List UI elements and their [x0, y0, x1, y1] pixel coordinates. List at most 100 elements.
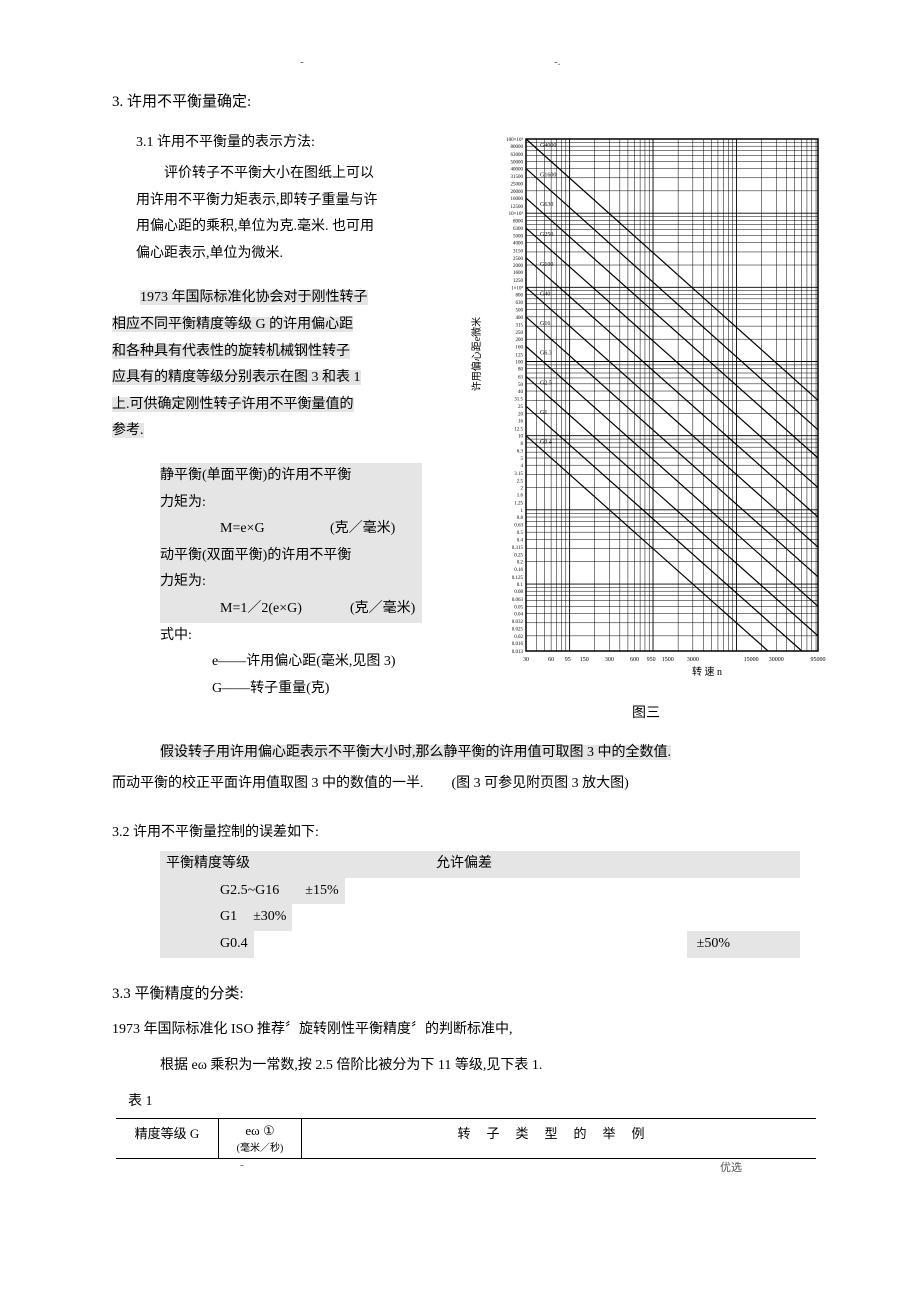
- where-label: 式中:: [160, 623, 422, 650]
- svg-text:0.032: 0.032: [512, 620, 524, 625]
- svg-text:100×10³: 100×10³: [506, 137, 523, 143]
- svg-text:1: 1: [521, 509, 524, 514]
- svg-text:50000: 50000: [511, 160, 524, 165]
- svg-text:80000: 80000: [511, 145, 524, 150]
- svg-text:25: 25: [518, 405, 524, 410]
- svg-text:16000: 16000: [511, 197, 524, 202]
- svg-text:0.16: 0.16: [514, 568, 523, 573]
- svg-text:0.25: 0.25: [514, 554, 523, 559]
- svg-text:6300: 6300: [513, 227, 524, 232]
- svg-text:3.15: 3.15: [514, 472, 523, 477]
- svg-text:8000: 8000: [513, 219, 524, 224]
- where-g: G——转子重量(克): [212, 676, 422, 703]
- svg-text:1.25: 1.25: [514, 502, 523, 507]
- para-3-3-a: 1973 年国际标准化 ISO 推荐〞旋转刚性平衡精度〞的判断标准中,: [112, 1017, 860, 1044]
- svg-text:800: 800: [516, 294, 524, 299]
- tolerance-row-3: G0.4 ±50%: [160, 931, 800, 958]
- svg-text:95000: 95000: [811, 657, 826, 663]
- svg-text:1.6: 1.6: [517, 494, 524, 499]
- svg-text:0.1: 0.1: [517, 583, 524, 588]
- tolerance-row-1: G2.5~G16 ±15%: [160, 878, 800, 905]
- svg-text:1500: 1500: [662, 657, 674, 663]
- svg-text:315: 315: [516, 324, 524, 329]
- para-3-1-a: 评价转子不平衡大小在图纸上可以 用许用不平衡力矩表示,即转子重量与许 用偏心距的…: [136, 161, 422, 267]
- svg-text:0.8: 0.8: [517, 516, 524, 521]
- svg-text:0.025: 0.025: [512, 628, 524, 633]
- svg-text:0.02: 0.02: [514, 635, 523, 640]
- where-e: e——许用偏心距(毫米,见图 3): [212, 649, 422, 676]
- table-1-header-row: 精度等级 G eω ① (毫米／秒) 转子类型的举例: [116, 1118, 816, 1158]
- svg-text:200: 200: [516, 338, 524, 343]
- svg-text:40000: 40000: [511, 168, 524, 173]
- svg-text:60: 60: [548, 657, 554, 663]
- svg-text:G1: G1: [540, 410, 547, 416]
- footer-mark-2: 优选: [720, 1159, 742, 1175]
- svg-text:63: 63: [518, 375, 524, 380]
- svg-text:许用偏心距e微米: 许用偏心距e微米: [470, 317, 483, 391]
- svg-text:30000: 30000: [769, 657, 784, 663]
- svg-text:4000: 4000: [513, 242, 524, 247]
- svg-text:150: 150: [580, 657, 589, 663]
- table-1-label: 表 1: [128, 1090, 860, 1110]
- section-3-1-title: 3.1 许用不平衡量的表示方法:: [136, 131, 422, 151]
- svg-text:100: 100: [516, 361, 524, 366]
- mark-2: -.: [554, 56, 560, 68]
- svg-text:950: 950: [647, 657, 656, 663]
- tolerance-row-2: G1 ±30%: [160, 904, 800, 931]
- svg-text:500: 500: [516, 309, 524, 314]
- svg-text:0.013: 0.013: [512, 650, 524, 655]
- svg-text:0.2: 0.2: [517, 561, 524, 566]
- table-1-col-a: 精度等级 G: [116, 1118, 219, 1158]
- svg-text:3000: 3000: [687, 657, 699, 663]
- table-1-col-b: eω ① (毫米／秒): [219, 1118, 302, 1158]
- svg-text:G4000: G4000: [540, 143, 556, 149]
- figure-3-caption: 图三: [432, 702, 860, 722]
- svg-text:125: 125: [516, 353, 524, 358]
- svg-text:5000: 5000: [513, 234, 524, 239]
- formula-2: M=1／2(e×G) (克／毫米): [160, 596, 422, 623]
- svg-text:0.04: 0.04: [514, 613, 523, 618]
- svg-text:15000: 15000: [744, 657, 759, 663]
- svg-text:1250: 1250: [513, 279, 524, 284]
- svg-text:95: 95: [565, 657, 571, 663]
- section-3-title: 3. 许用不平衡量确定:: [112, 90, 860, 111]
- footer-mark-1: -: [240, 1159, 244, 1171]
- svg-text:30: 30: [523, 657, 529, 663]
- svg-text:31500: 31500: [511, 175, 524, 180]
- svg-text:250: 250: [516, 331, 524, 336]
- svg-text:50: 50: [518, 383, 524, 388]
- svg-text:1×10³: 1×10³: [511, 285, 523, 291]
- svg-text:G630: G630: [540, 202, 553, 208]
- svg-text:0.5: 0.5: [517, 531, 524, 536]
- svg-text:0.315: 0.315: [512, 546, 524, 551]
- svg-text:6.3: 6.3: [517, 450, 524, 455]
- svg-text:0.016: 0.016: [512, 642, 524, 647]
- section-3-2-title: 3.2 许用不平衡量控制的误差如下:: [112, 821, 860, 841]
- svg-text:16: 16: [518, 420, 524, 425]
- svg-text:转 速 n: 转 速 n: [692, 665, 722, 678]
- svg-text:G0.4: G0.4: [540, 440, 552, 446]
- svg-text:0.63: 0.63: [514, 524, 523, 529]
- assume-para: 假设转子用许用偏心距表示不平衡大小时,那么静平衡的许用值可取图 3 中的全数值.: [160, 740, 860, 767]
- svg-text:5: 5: [521, 457, 524, 462]
- svg-text:20000: 20000: [511, 190, 524, 195]
- svg-text:12.5: 12.5: [514, 427, 523, 432]
- svg-text:80: 80: [518, 368, 524, 373]
- static-balance-block: 静平衡(单面平衡)的许用不平衡 力矩为:: [160, 463, 422, 516]
- svg-text:31.5: 31.5: [514, 398, 523, 403]
- figure-3-chart: 3060951503006009501500300015000300009500…: [432, 131, 860, 696]
- right-column: 3060951503006009501500300015000300009500…: [432, 125, 860, 722]
- svg-text:600: 600: [630, 657, 639, 663]
- svg-text:40: 40: [518, 390, 524, 395]
- svg-text:0.063: 0.063: [512, 598, 524, 603]
- svg-text:630: 630: [516, 301, 524, 306]
- left-column: 3.1 许用不平衡量的表示方法: 评价转子不平衡大小在图纸上可以 用许用不平衡力…: [112, 125, 422, 722]
- para-3-1-b: 1973 年国际标准化协会对于刚性转子 相应不同平衡精度等级 G 的许用偏心距 …: [112, 285, 422, 445]
- tolerance-table: 平衡精度等级 允许偏差 G2.5~G16 ±15% G1 ±30% G0.4 ±…: [160, 851, 800, 957]
- section-3-3-title: 3.3 平衡精度的分类:: [112, 982, 860, 1003]
- formula-1: M=e×G (克／毫米): [160, 516, 422, 543]
- svg-text:160: 160: [516, 345, 524, 350]
- svg-text:63000: 63000: [511, 153, 524, 158]
- svg-text:300: 300: [605, 657, 614, 663]
- table-1-col-c: 转子类型的举例: [302, 1118, 817, 1158]
